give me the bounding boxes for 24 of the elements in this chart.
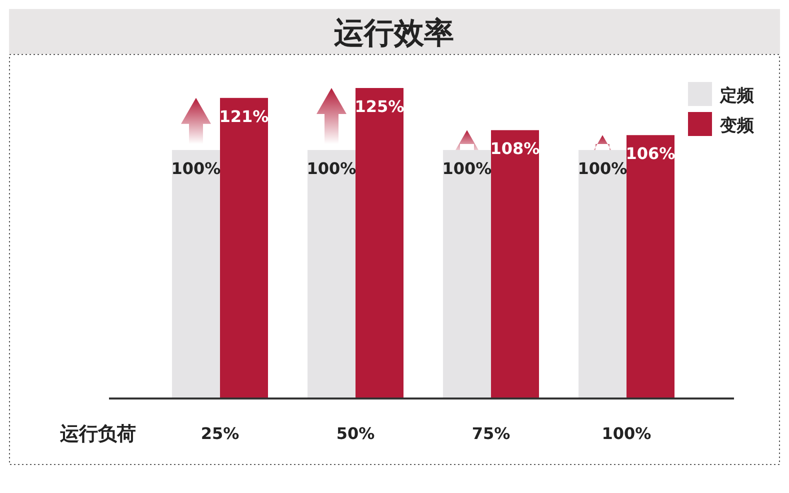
data-label: 100% xyxy=(306,159,356,178)
bar xyxy=(172,150,220,398)
legend-label: 变频 xyxy=(719,116,755,136)
data-label: 100% xyxy=(171,159,221,178)
data-label: 108% xyxy=(490,139,540,158)
x-tick-label: 50% xyxy=(336,424,375,443)
data-label: 106% xyxy=(626,144,676,164)
bar xyxy=(578,150,626,398)
bar xyxy=(308,150,356,398)
data-label: 100% xyxy=(442,159,492,178)
bar xyxy=(220,98,268,398)
bar xyxy=(356,88,404,398)
x-tick-label: 75% xyxy=(472,424,510,443)
legend-label: 定频 xyxy=(719,86,755,106)
bar xyxy=(491,130,539,398)
x-axis-title: 运行负荷 xyxy=(59,423,136,445)
bar xyxy=(626,135,674,398)
data-label: 121% xyxy=(219,106,269,126)
data-label: 100% xyxy=(578,159,628,178)
bar xyxy=(443,150,491,398)
x-tick-label: 25% xyxy=(200,424,240,443)
chart-title: 运行效率 xyxy=(333,16,454,51)
data-label: 125% xyxy=(354,97,404,116)
x-tick-label: 100% xyxy=(602,424,652,443)
